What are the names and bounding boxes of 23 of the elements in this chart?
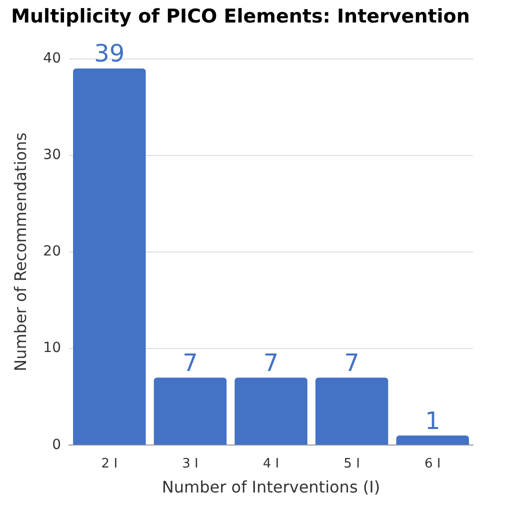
x-tick-label: 3 I (182, 456, 198, 472)
x-tick-label: 2 I (101, 456, 118, 472)
y-tick-label: 20 (43, 244, 62, 260)
y-tick-label: 30 (43, 147, 62, 164)
data-label: 39 (94, 40, 125, 68)
x-axis-title: Number of Interventions (I) (162, 478, 380, 497)
y-tick-label: 10 (43, 340, 62, 356)
data-label: 7 (182, 348, 198, 377)
x-tick-label: 5 I (344, 456, 360, 472)
y-axis-title: Number of Recommendations (10, 132, 30, 372)
bar (154, 378, 227, 445)
bar (315, 378, 388, 445)
data-label: 7 (344, 348, 360, 377)
data-label: 1 (424, 406, 440, 435)
y-tick-label: 0 (52, 436, 62, 453)
chart-title: Multiplicity of PICO Elements: Intervention (11, 5, 470, 28)
bar (396, 436, 469, 445)
bar (73, 68, 146, 445)
x-tick-label: 6 I (424, 456, 441, 472)
y-tick-label: 40 (43, 50, 62, 66)
x-tick-label: 4 I (262, 456, 280, 472)
bar (234, 378, 308, 445)
data-label: 7 (263, 348, 279, 377)
